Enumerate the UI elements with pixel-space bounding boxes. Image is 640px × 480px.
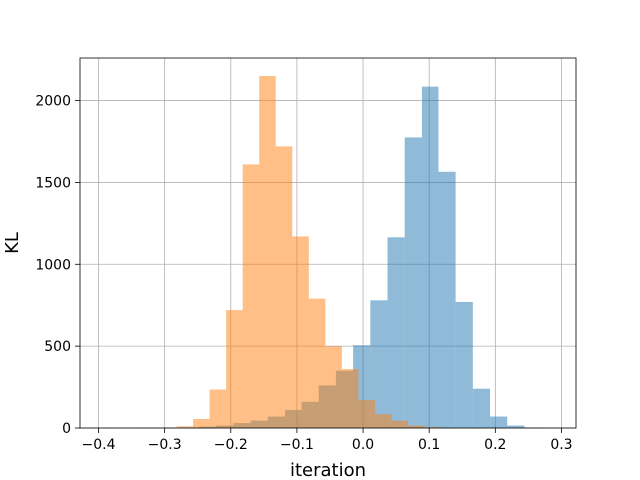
x-tick-label: −0.2 [214, 437, 248, 453]
histogram-bar [421, 86, 439, 428]
histogram-bar [408, 425, 425, 428]
ticks-layer: −0.4 −0.3 −0.2 −0.1 0.0 0.1 0.2 0.3 0 500 1000 1500… [35, 94, 572, 453]
histogram-bar [507, 425, 525, 428]
histogram-bar [472, 388, 491, 428]
histogram-bar [242, 164, 260, 428]
bars-layer [96, 76, 542, 428]
histogram-bar [358, 400, 375, 428]
histogram-bar [292, 236, 309, 428]
y-tick-label: 2000 [35, 94, 71, 110]
x-tick-label: −0.3 [148, 437, 182, 453]
histogram-bar [325, 346, 342, 428]
histogram-series-2 [176, 76, 442, 428]
histogram-bar [176, 426, 194, 428]
x-axis-label: iteration [290, 460, 366, 480]
histogram-bar [455, 301, 473, 428]
y-tick-label: 1000 [35, 257, 71, 273]
histogram-bar [387, 237, 405, 428]
histogram-bar [193, 418, 210, 428]
y-tick-label: 500 [44, 339, 71, 355]
x-tick-label: 0.0 [352, 437, 374, 453]
x-tick-label: −0.1 [280, 437, 314, 453]
histogram-bar [438, 171, 456, 428]
y-tick-label: 0 [62, 421, 71, 437]
histogram-bar [370, 300, 388, 428]
plot-frame [79, 57, 577, 429]
histogram-bar [404, 137, 422, 428]
histogram-bar [226, 310, 243, 428]
x-tick-label: −0.4 [82, 437, 116, 453]
histogram-bar [391, 420, 409, 428]
y-axis-label: KL [2, 232, 23, 254]
x-tick-label: 0.1 [418, 437, 440, 453]
histogram-bar [275, 146, 293, 428]
histogram-bar [308, 298, 326, 428]
histogram-bar [341, 369, 359, 428]
histogram-bar [374, 414, 392, 428]
histogram-bar [490, 416, 508, 428]
histogram-bar [424, 427, 442, 428]
x-tick-label: 0.2 [484, 437, 506, 453]
y-tick-label: 1500 [35, 175, 71, 191]
x-tick-label: 0.3 [550, 437, 572, 453]
histogram-bar [209, 389, 227, 428]
histogram-bar [259, 76, 276, 428]
